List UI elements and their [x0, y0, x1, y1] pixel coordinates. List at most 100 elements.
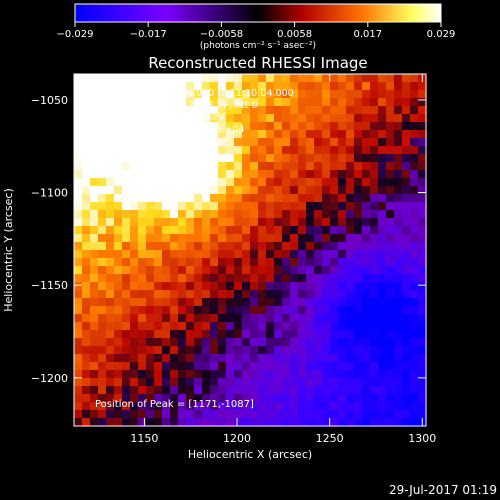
heatmap-cell [258, 298, 267, 307]
heatmap-cell [314, 298, 323, 307]
heatmap-cell [402, 250, 411, 259]
heatmap-cell [418, 282, 427, 291]
heatmap-cell [370, 394, 379, 403]
heatmap-cell [74, 186, 83, 195]
heatmap-cell [154, 290, 163, 299]
heatmap-cell [130, 314, 139, 323]
heatmap-cell [418, 362, 427, 371]
heatmap-cell [330, 290, 339, 299]
heatmap-cell [394, 242, 403, 251]
heatmap-cell [338, 306, 347, 315]
heatmap-cell [98, 330, 107, 339]
heatmap-cell [138, 98, 147, 107]
heatmap-cell [186, 98, 195, 107]
heatmap-cell [378, 186, 387, 195]
heatmap-cell [74, 258, 83, 267]
heatmap-cell [298, 194, 307, 203]
heatmap-cell [138, 154, 147, 163]
heatmap-cell [138, 82, 147, 91]
heatmap-cell [370, 378, 379, 387]
heatmap-cell [386, 314, 395, 323]
heatmap-cell [178, 370, 187, 379]
heatmap-cell [146, 178, 155, 187]
heatmap-cell [370, 146, 379, 155]
heatmap-cell [290, 234, 299, 243]
heatmap-cell [362, 162, 371, 171]
heatmap-cell [122, 306, 131, 315]
heatmap-cell [378, 242, 387, 251]
heatmap-cell [298, 98, 307, 107]
heatmap-cell [154, 250, 163, 259]
heatmap-cell [210, 290, 219, 299]
heatmap-cell [178, 282, 187, 291]
heatmap-cell [290, 370, 299, 379]
heatmap-cell [170, 146, 179, 155]
heatmap-cell [98, 418, 107, 427]
heatmap-cell [386, 290, 395, 299]
heatmap-cell [258, 194, 267, 203]
heatmap-cell [130, 234, 139, 243]
heatmap-cell [162, 330, 171, 339]
heatmap-cell [226, 362, 235, 371]
heatmap-cell [274, 386, 283, 395]
heatmap-cell [122, 402, 131, 411]
heatmap-cell [114, 218, 123, 227]
heatmap-cell [410, 290, 419, 299]
heatmap-cell [138, 298, 147, 307]
heatmap-cell [306, 114, 315, 123]
heatmap-cell [194, 410, 203, 419]
heatmap-cell [410, 298, 419, 307]
heatmap-cell [74, 130, 83, 139]
heatmap-cell [330, 346, 339, 355]
heatmap-cell [154, 378, 163, 387]
heatmap-cell [282, 74, 291, 83]
heatmap-cell [258, 386, 267, 395]
heatmap-cell [314, 98, 323, 107]
heatmap-cell [378, 362, 387, 371]
heatmap-cell [130, 202, 139, 211]
heatmap-cell [290, 394, 299, 403]
heatmap-cell [218, 266, 227, 275]
heatmap-cell [194, 266, 203, 275]
heatmap-cell [170, 90, 179, 99]
heatmap-cell [298, 314, 307, 323]
heatmap-cell [266, 394, 275, 403]
info-line-clean: Clean Total counts: 7.18E+04 [92, 124, 244, 135]
heatmap-cell [98, 154, 107, 163]
heatmap-cell [226, 394, 235, 403]
heatmap-cell [314, 162, 323, 171]
heatmap-cell [106, 346, 115, 355]
heatmap-cell [170, 98, 179, 107]
heatmap-cell [282, 306, 291, 315]
heatmap-cell [186, 202, 195, 211]
heatmap-cell [394, 178, 403, 187]
heatmap-cell [418, 242, 427, 251]
heatmap-cell [82, 258, 91, 267]
heatmap-cell [106, 338, 115, 347]
heatmap-cell [322, 178, 331, 187]
heatmap-cell [266, 250, 275, 259]
heatmap-cell [386, 194, 395, 203]
heatmap-cell [314, 146, 323, 155]
heatmap-cell [298, 306, 307, 315]
heatmap-cell [82, 322, 91, 331]
heatmap-cell [250, 274, 259, 283]
heatmap-cell [154, 82, 163, 91]
heatmap-cell [306, 370, 315, 379]
heatmap-cell [146, 154, 155, 163]
heatmap-cell [266, 146, 275, 155]
heatmap-cell [242, 194, 251, 203]
heatmap-cell [290, 346, 299, 355]
heatmap-cell [194, 386, 203, 395]
heatmap-cell [138, 250, 147, 259]
heatmap-cell [154, 114, 163, 123]
heatmap-cell [362, 402, 371, 411]
heatmap-cell [338, 106, 347, 115]
heatmap-cell [330, 282, 339, 291]
heatmap-cell [354, 114, 363, 123]
heatmap-cell [418, 274, 427, 283]
heatmap-cell [354, 394, 363, 403]
heatmap-cell [146, 242, 155, 251]
heatmap-cell [394, 194, 403, 203]
heatmap-cell [378, 386, 387, 395]
